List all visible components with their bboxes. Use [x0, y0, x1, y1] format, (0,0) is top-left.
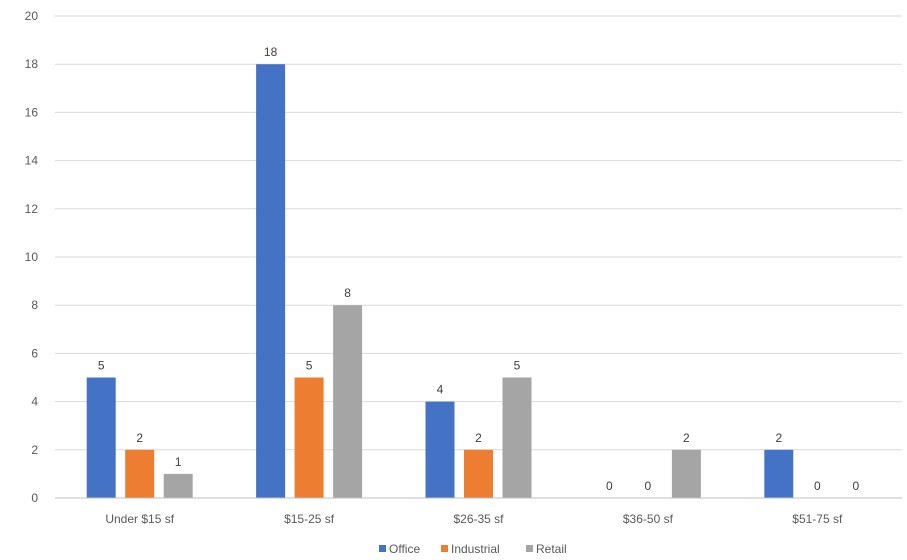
data-label: 0	[852, 479, 859, 493]
bar-industrial	[464, 449, 493, 498]
legend-label-industrial: Industrial	[451, 542, 500, 556]
x-tick-label: $26-35 sf	[453, 512, 504, 526]
data-label: 2	[475, 431, 482, 445]
y-tick-label: 18	[25, 57, 39, 71]
y-axis: 0 2 4 6 8 10 12 14 16 18 20	[25, 9, 39, 505]
bar-office	[256, 64, 286, 498]
bar-office	[764, 449, 794, 498]
bar-retail	[163, 473, 193, 498]
bar-retail	[502, 377, 532, 498]
data-labels: 5 2 1 18 5 8 4 2 5 0 0 2 2 0 0	[98, 45, 860, 493]
x-tick-label: $51-75 sf	[792, 512, 843, 526]
data-label: 18	[264, 45, 278, 59]
x-tick-label: $36-50 sf	[623, 512, 674, 526]
bar-industrial	[294, 377, 324, 498]
x-tick-label: $15-25 sf	[284, 512, 335, 526]
data-label: 0	[645, 479, 652, 493]
y-tick-label: 12	[25, 202, 39, 216]
bars	[86, 64, 794, 498]
legend-swatch-industrial	[441, 545, 448, 552]
y-tick-label: 4	[31, 395, 38, 409]
data-label: 5	[514, 359, 521, 373]
data-label: 0	[814, 479, 821, 493]
bar-retail	[671, 449, 701, 498]
y-tick-label: 0	[31, 491, 38, 505]
data-label: 1	[175, 455, 182, 469]
legend-swatch-retail	[526, 545, 533, 552]
legend: Office Industrial Retail	[379, 542, 567, 556]
bar-office	[86, 377, 116, 498]
legend-label-retail: Retail	[536, 542, 567, 556]
data-label: 2	[683, 431, 690, 445]
y-tick-label: 14	[25, 154, 39, 168]
legend-label-office: Office	[389, 542, 420, 556]
bar-retail	[333, 305, 363, 498]
y-tick-label: 2	[31, 443, 38, 457]
x-axis: Under $15 sf $15-25 sf $26-35 sf $36-50 sf $…	[55, 497, 902, 526]
gridlines	[55, 15, 902, 451]
data-label: 8	[344, 286, 351, 300]
bar-office	[425, 401, 455, 498]
data-label: 0	[606, 479, 613, 493]
data-label: 5	[306, 359, 313, 373]
y-tick-label: 20	[25, 9, 39, 23]
x-tick-label: Under $15 sf	[105, 512, 174, 526]
data-label: 4	[437, 383, 444, 397]
y-tick-label: 16	[25, 105, 39, 119]
y-tick-label: 6	[31, 346, 38, 360]
y-tick-label: 10	[25, 250, 39, 264]
data-label: 2	[136, 431, 143, 445]
y-tick-label: 8	[31, 298, 38, 312]
data-label: 5	[98, 359, 105, 373]
legend-swatch-office	[379, 545, 386, 552]
bar-industrial	[125, 449, 155, 498]
data-label: 2	[775, 431, 782, 445]
